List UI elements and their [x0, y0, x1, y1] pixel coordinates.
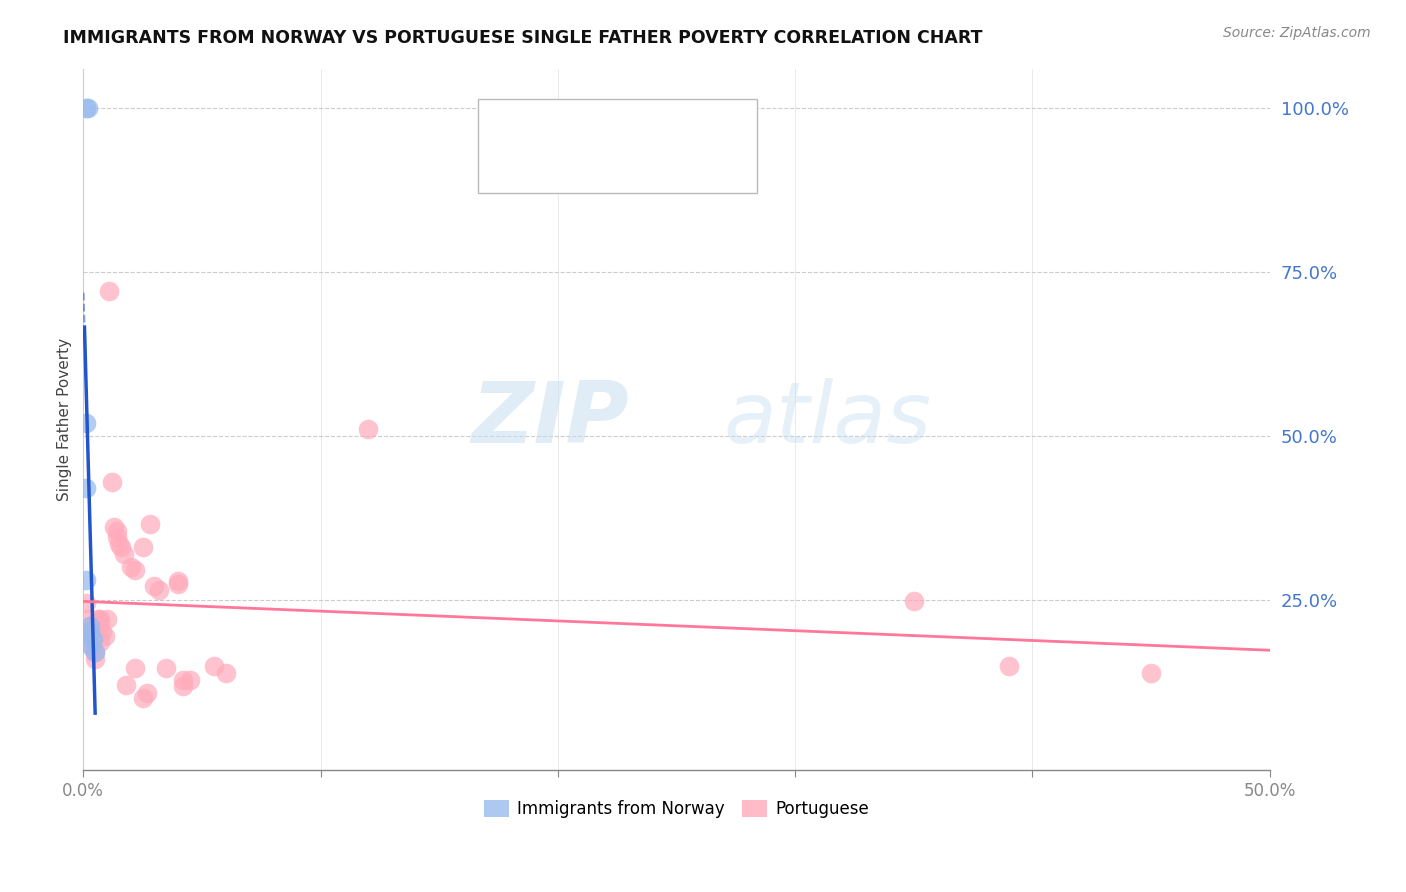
Point [138, 517, 160, 532]
Point [172, 673, 194, 687]
Point [79, 625, 101, 640]
Point [112, 547, 135, 561]
Point [143, 579, 166, 593]
Point [124, 661, 146, 675]
Point [75, 573, 97, 587]
Point [115, 678, 138, 692]
Point [89, 615, 111, 630]
Point [75, 481, 97, 495]
Point [202, 659, 225, 673]
Point [148, 582, 170, 597]
Point [77, 101, 100, 115]
Point [357, 422, 380, 436]
Point [167, 574, 190, 589]
Point [105, 530, 128, 544]
Point [179, 673, 201, 687]
Point [167, 577, 190, 591]
Point [75, 416, 97, 430]
Point [103, 520, 125, 534]
Point [110, 540, 132, 554]
Y-axis label: Single Father Poverty: Single Father Poverty [58, 338, 72, 500]
Point [124, 563, 146, 577]
Point [79, 632, 101, 646]
Point [93, 629, 115, 643]
Point [136, 686, 159, 700]
Point [84, 645, 107, 659]
Point [84, 651, 107, 665]
Point [96, 612, 118, 626]
Point [82, 635, 104, 649]
Point [131, 690, 153, 705]
Point [77, 612, 100, 626]
Point [1140, 665, 1163, 680]
Point [105, 524, 128, 538]
Text: atlas: atlas [724, 377, 932, 461]
Point [79, 619, 101, 633]
Point [82, 632, 104, 646]
Point [79, 639, 101, 653]
Point [79, 619, 101, 633]
Text: IMMIGRANTS FROM NORWAY VS PORTUGUESE SINGLE FATHER POVERTY CORRELATION CHART: IMMIGRANTS FROM NORWAY VS PORTUGUESE SIN… [63, 29, 983, 47]
Point [79, 625, 101, 640]
Text: ZIP: ZIP [471, 377, 628, 461]
Point [86, 612, 108, 626]
Point [131, 540, 153, 554]
Point [89, 635, 111, 649]
Point [997, 659, 1019, 673]
Point [89, 612, 111, 626]
Point [91, 625, 114, 640]
Point [155, 661, 177, 675]
Point [108, 537, 131, 551]
Point [75, 101, 97, 115]
Point [903, 594, 925, 608]
Point [84, 645, 107, 659]
Point [100, 475, 122, 489]
Point [98, 285, 121, 299]
Point [86, 625, 108, 640]
Text: Source: ZipAtlas.com: Source: ZipAtlas.com [1223, 26, 1371, 40]
Point [172, 679, 194, 693]
Point [75, 596, 97, 610]
Legend: Immigrants from Norway, Portuguese: Immigrants from Norway, Portuguese [478, 793, 876, 825]
Point [120, 559, 142, 574]
Point [82, 641, 104, 656]
Point [214, 665, 236, 680]
